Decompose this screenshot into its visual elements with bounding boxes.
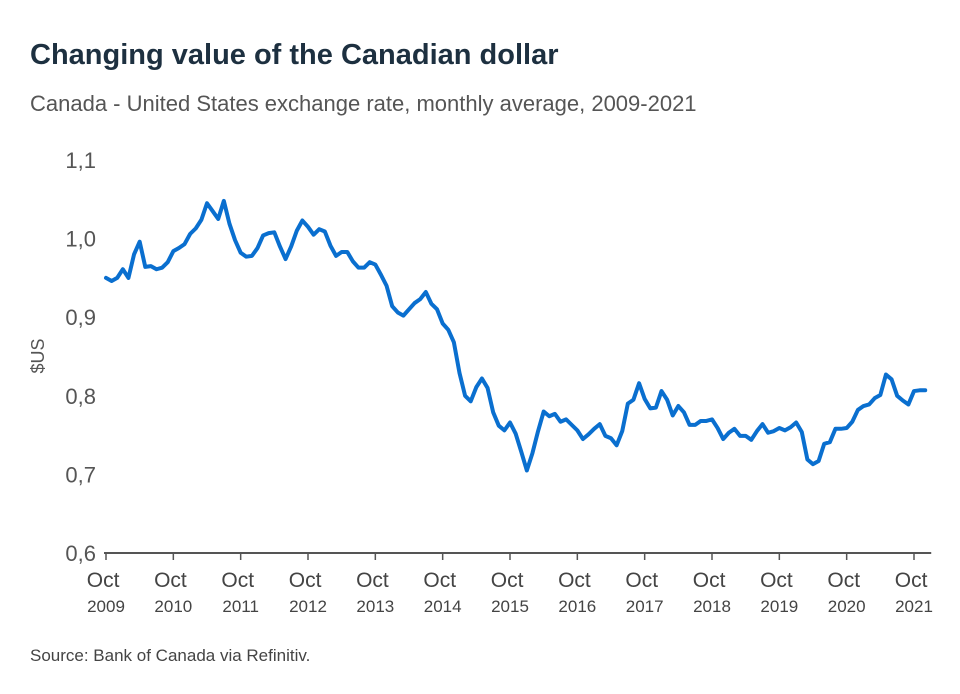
x-tick-year: 2016 (558, 597, 596, 616)
x-tick-month: Oct (221, 569, 260, 592)
x-tick-label: Oct 2016 (558, 569, 597, 616)
x-tick-label: Oct 2019 (760, 569, 799, 616)
x-tick-month: Oct (895, 569, 934, 592)
x-tick-month: Oct (625, 569, 664, 592)
chart-subtitle: Canada - United States exchange rate, mo… (30, 91, 697, 116)
x-tick-label: Oct 2009 (87, 569, 126, 616)
x-tick-year: 2011 (222, 597, 259, 616)
x-tick-label: Oct 2021 (895, 569, 934, 616)
x-tick-label: Oct 2012 (289, 569, 328, 616)
y-tick-label: 1,1 (65, 148, 96, 173)
x-tick-month: Oct (87, 569, 126, 592)
x-tick-label: Oct 2017 (625, 569, 664, 616)
x-tick-label: Oct 2018 (693, 569, 732, 616)
x-tick-month: Oct (289, 569, 328, 592)
x-tick-month: Oct (356, 569, 395, 592)
y-tick-label: 1,0 (65, 227, 96, 252)
x-tick-year: 2013 (356, 597, 394, 616)
x-tick-year: 2019 (760, 597, 798, 616)
x-tick-year: 2009 (87, 597, 125, 616)
x-tick-label: Oct 2010 (154, 569, 193, 616)
x-tick-year: 2021 (895, 597, 933, 616)
data-line (104, 198, 928, 473)
y-axis-label: $US (28, 338, 48, 373)
x-tick-month: Oct (423, 569, 462, 592)
x-tick-month: Oct (760, 569, 799, 592)
x-tick-year: 2018 (693, 597, 731, 616)
x-tick-label: Oct 2011 (221, 569, 260, 616)
y-tick-label: 0,7 (65, 462, 96, 487)
x-tick-label: Oct 2015 (491, 569, 530, 616)
chart-title: Changing value of the Canadian dollar (30, 39, 559, 71)
x-tick-label: Oct 2013 (356, 569, 395, 616)
x-tick-year: 2012 (289, 597, 327, 616)
x-tick-year: 2010 (154, 597, 192, 616)
x-tick-month: Oct (827, 569, 866, 592)
y-tick-label: 0,6 (65, 541, 96, 566)
x-tick-month: Oct (154, 569, 193, 592)
x-tick-label: Oct 2020 (827, 569, 866, 616)
x-tick-month: Oct (491, 569, 530, 592)
y-tick-label: 0,9 (65, 305, 96, 330)
x-tick-month: Oct (693, 569, 732, 592)
x-tick-year: 2015 (491, 597, 529, 616)
x-tick-year: 2020 (828, 597, 866, 616)
x-tick-year: 2017 (626, 597, 664, 616)
y-tick-label: 0,8 (65, 384, 96, 409)
x-tick-month: Oct (558, 569, 597, 592)
source-note: Source: Bank of Canada via Refinitiv. (30, 646, 310, 665)
x-tick-year: 2014 (424, 597, 462, 616)
x-tick-label: Oct 2014 (423, 569, 462, 616)
